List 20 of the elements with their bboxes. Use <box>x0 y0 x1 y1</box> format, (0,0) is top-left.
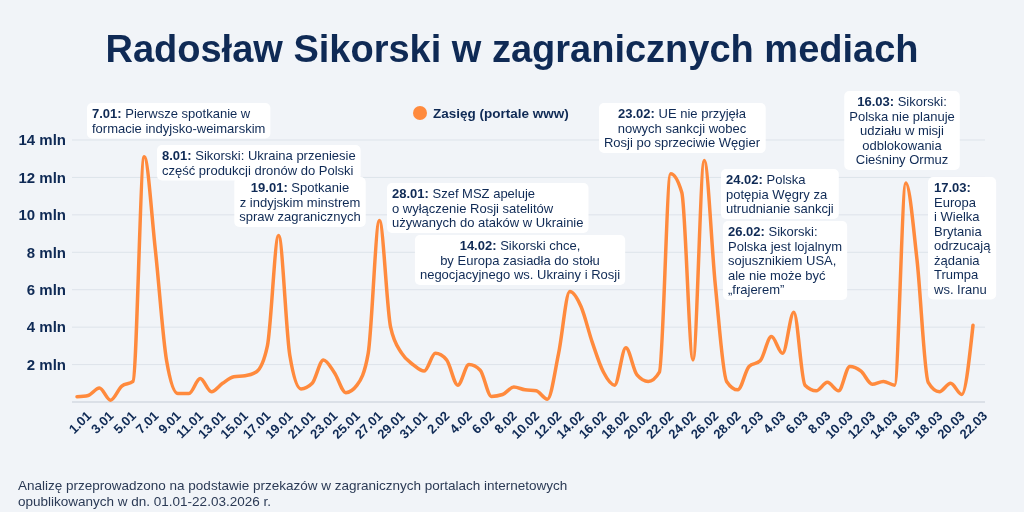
y-tick-label: 10 mln <box>18 206 66 224</box>
annotation: 28.01: Szef MSZ apeluje o wyłączenie Rosji satelitów używanych do ataków w Ukrainie <box>392 186 584 230</box>
annotation: 16.03: Sikorski: Polska nie planuje udziału w misji odblokowania Cieśniny Ormuz <box>849 94 955 167</box>
y-tick-label: 2 mln <box>26 355 66 373</box>
y-tick-label: 4 mln <box>26 318 66 336</box>
y-tick-label: 6 mln <box>26 281 66 299</box>
y-tick-label: 8 mln <box>26 243 66 261</box>
annotation: 24.02: Polska potępia Węgry za utrudnianie sankcji <box>726 172 834 216</box>
annotation: 19.01: Spotkanie z indyjskim minstrem spraw zagranicznych <box>239 180 361 224</box>
y-tick-label: 14 mln <box>18 131 66 149</box>
text: 7.01: Pierwsze spotkanie w formacie indyjsko-weimarskim <box>92 106 266 136</box>
annotation: 23.02: UE nie przyjęła nowych sankcji wobec Rosji po sprzeciwie Węgier <box>603 106 761 150</box>
annotation: 14.02: Sikorski chce, by Europa zasiadła do stołu negocjacyjnego ws. Ukrainy i Rosji <box>419 238 621 282</box>
annotation: 8.01: Sikorski: Ukraina przeniesie część produkcji dronów do Polski <box>162 148 356 178</box>
annotation: 17.03: Europa i Wielka Brytania odrzucają żądania Trumpa ws. Iranu <box>933 180 992 297</box>
text: Analizę przeprowadzono na podstawie przekazów w zagranicznych portalach internetowych opublikowanych w dn. 01.01-22.03.2026 r. <box>18 478 568 509</box>
legend-label: Zasięg (portale www) <box>433 106 569 121</box>
chart-title: Radosław Sikorski w zagranicznych mediach <box>105 28 919 70</box>
y-tick-label: 12 mln <box>18 168 66 186</box>
annotation: 26.02: Sikorski: Polska jest lojalnym sojusznikiem USA, ale nie może być „frajerem” <box>728 224 843 297</box>
